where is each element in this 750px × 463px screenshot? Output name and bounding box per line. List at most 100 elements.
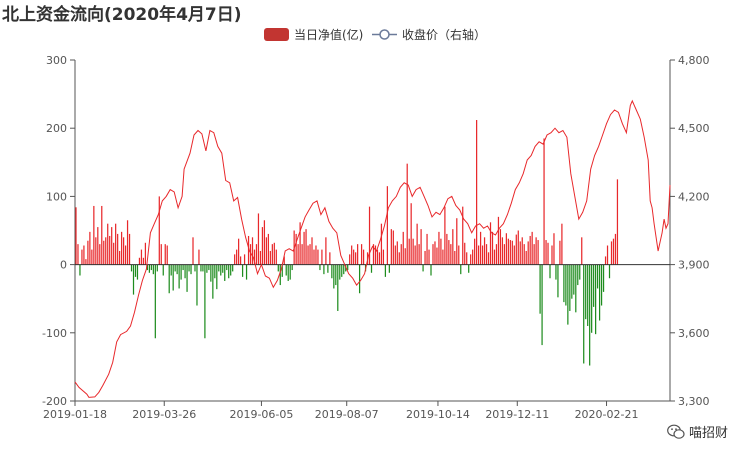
legend-bar-swatch[interactable] (264, 28, 289, 41)
net-flow-bar (269, 250, 271, 265)
legend-line-marker[interactable] (379, 29, 390, 40)
net-flow-bar (335, 264, 337, 286)
net-flow-bar (234, 254, 236, 265)
net-flow-bar (428, 249, 430, 265)
right-tick-label: 4,200 (678, 190, 710, 203)
net-flow-bar (434, 241, 436, 265)
net-flow-bar (535, 237, 537, 265)
net-flow-bar (285, 264, 287, 276)
net-flow-bar (99, 244, 101, 265)
net-flow-bar (351, 245, 353, 265)
net-flow-bar (257, 213, 260, 265)
net-flow-bar (386, 186, 388, 265)
net-flow-bar (549, 264, 551, 279)
net-flow-bar (567, 264, 569, 325)
net-flow-bar (164, 244, 166, 265)
net-flow-bar (75, 207, 77, 265)
net-flow-bar (182, 264, 184, 271)
net-flow-bar (452, 229, 454, 265)
net-flow-bar (301, 244, 303, 265)
net-flow-bar (206, 264, 208, 273)
legend-bar-label[interactable]: 当日净值(亿) (294, 27, 363, 42)
net-flow-bar (228, 264, 230, 279)
x-tick-label: 2020-02-21 (575, 408, 639, 421)
net-flow-bar (430, 264, 432, 276)
net-flow-bar (541, 264, 543, 346)
net-flow-bar (374, 245, 377, 265)
net-flow-bar (315, 245, 317, 265)
net-flow-bar (83, 245, 85, 265)
net-flow-bar (573, 264, 575, 295)
legend[interactable]: 当日净值(亿) 收盘价（右轴） (264, 27, 486, 42)
net-flow-bar (589, 264, 591, 366)
net-flow-bar (311, 237, 313, 265)
net-flow-bar (503, 244, 506, 265)
net-flow-bar (174, 264, 176, 272)
net-flow-bar (372, 244, 375, 265)
net-flow-bar (575, 264, 577, 313)
close-price-line (74, 99, 671, 398)
net-flow-bar (327, 264, 329, 273)
net-flow-bar (464, 242, 466, 265)
net-flow-bar (95, 237, 97, 265)
net-flow-bar (222, 264, 224, 273)
net-flow-bar (426, 233, 428, 265)
net-flow-bar (265, 237, 268, 265)
net-flow-bar (216, 264, 218, 290)
net-flow-bar (593, 264, 595, 307)
net-flow-bar (347, 264, 349, 271)
net-flow-bar (559, 240, 561, 265)
x-tick-label: 2019-06-05 (229, 408, 293, 421)
net-flow-bar (343, 264, 345, 275)
net-flow-bar (128, 233, 131, 265)
net-flow-bar (470, 254, 472, 265)
net-flow-bar (448, 240, 450, 265)
net-flow-bar (170, 264, 172, 276)
net-flow-bar (134, 264, 137, 277)
net-flow-bar (180, 264, 182, 280)
net-flow-bar (454, 250, 456, 265)
tick-labels: 300 200 100 0 -100 -200 4,800 4,500 4,200 3,900 3,… (42, 54, 709, 421)
net-flow-bar (591, 264, 593, 333)
net-flow-bar (144, 242, 147, 265)
net-flow-bar (109, 235, 111, 265)
net-flow-bar (81, 249, 83, 265)
net-flow-bar (275, 249, 277, 265)
right-tick-label: 4,800 (678, 54, 710, 67)
net-flow-bar (416, 223, 418, 265)
net-flow-bar (610, 241, 613, 265)
net-flow-bar (232, 264, 234, 272)
right-tick-label: 3,600 (678, 327, 710, 340)
net-flow-bar (331, 264, 333, 279)
net-flow-bar (612, 238, 615, 265)
net-flow-bar (476, 120, 478, 265)
net-flow-bar (531, 231, 533, 265)
net-flow-bar (551, 245, 553, 265)
net-flow-bar (249, 244, 252, 265)
net-flow-bar (156, 264, 158, 272)
net-flow-bar (444, 206, 446, 265)
net-flow-bar (602, 264, 605, 292)
net-flow-bar (604, 256, 607, 265)
legend-line-label[interactable]: 收盘价（右轴） (402, 27, 486, 42)
net-flow-bar (450, 244, 452, 265)
net-flow-bar (360, 244, 363, 265)
net-flow-bar (339, 264, 341, 280)
net-flow-bar (107, 223, 109, 265)
net-flow-bar (458, 245, 460, 265)
left-tick-label: 300 (46, 54, 67, 67)
net-flow-bar (523, 244, 525, 265)
net-flow-bar (236, 249, 238, 265)
net-flow-bar (305, 229, 307, 265)
net-flow-bar (321, 249, 323, 265)
net-flow-bar (307, 245, 309, 265)
left-tick-label: 100 (46, 190, 67, 203)
net-flow-bar (555, 264, 557, 280)
net-flow-bar (579, 264, 581, 280)
net-flow-bar (376, 249, 379, 265)
net-flow-bar (396, 241, 398, 265)
x-tick-label: 2019-10-14 (406, 408, 470, 421)
net-flow-bar (606, 245, 609, 265)
axes (70, 59, 675, 406)
